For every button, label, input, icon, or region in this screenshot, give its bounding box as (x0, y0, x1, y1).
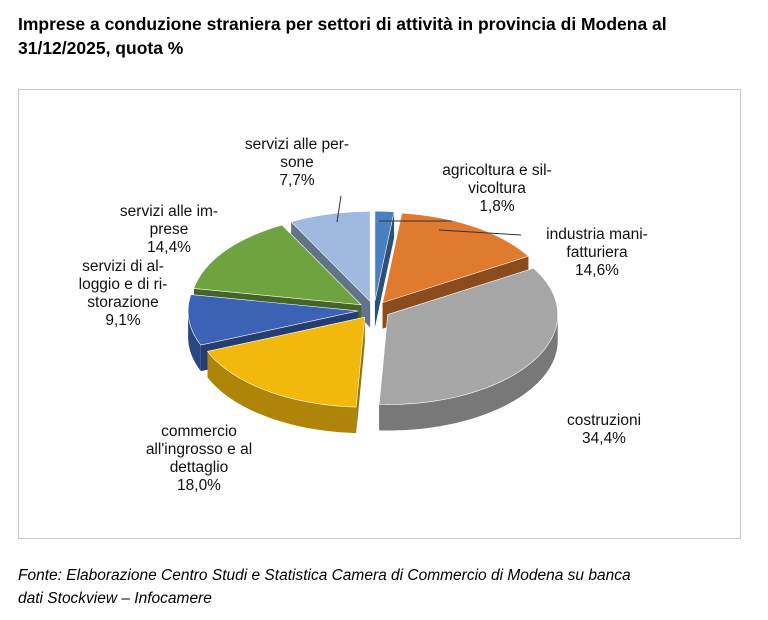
label-value: 14,6% (575, 262, 619, 279)
label-text: industria mani- (546, 226, 648, 243)
data-label-1: industria mani-fatturiera 14,6% (517, 226, 677, 280)
chart-title-line-1: Imprese a conduzione straniera per setto… (18, 14, 667, 34)
label-text: servizi alle per- (244, 136, 350, 153)
label-text: commercio (161, 423, 237, 440)
chart-title-line-2: 31/12/2025, quota % (18, 38, 184, 58)
chart-area: agricoltura e sil-vicoltura 1,8% industria… (18, 89, 741, 539)
slice-costruzioni (378, 267, 559, 405)
label-text: dettaglio (169, 459, 229, 476)
label-value: 9,1% (105, 312, 141, 329)
label-text: loggio e di ri- (78, 276, 168, 293)
leader-line-1 (438, 229, 522, 236)
label-value: 18,0% (177, 477, 221, 494)
label-text: sone (280, 154, 314, 171)
source-note: Fonte: Elaborazione Centro Studi e Stati… (18, 564, 758, 610)
data-label-4: servizi di al-loggio e di ri-storazione 9… (43, 258, 203, 330)
data-label-6: servizi alle per-sone 7,7% (217, 136, 377, 190)
data-label-2: costruzioni 34,4% (524, 412, 684, 448)
label-text: vicoltura (468, 180, 526, 197)
label-text: agricoltura e sil- (442, 162, 552, 179)
leader-line-6 (336, 195, 342, 223)
slice-servizi-alle-persone (290, 211, 371, 303)
label-value: 7,7% (279, 172, 315, 189)
chart-title: Imprese a conduzione straniera per setto… (18, 12, 758, 60)
slice-side-0 (374, 211, 395, 328)
label-text: all'ingrosso e al (145, 441, 253, 458)
data-label-3: commercio all'ingrosso e al dettaglio 18,0% (119, 423, 279, 495)
data-label-0: agricoltura e sil-vicoltura 1,8% (417, 162, 577, 216)
slice-industria-manifatturiera (382, 212, 530, 304)
slice-agricoltura-e-silvicoltura (374, 210, 395, 302)
data-label-5: servizi alle im-prese 14,4% (89, 203, 249, 257)
label-text: storazione (87, 294, 159, 311)
source-line-1: Fonte: Elaborazione Centro Studi e Stati… (18, 567, 631, 584)
pie-chart (187, 195, 559, 434)
slice-commercio-all-ingrosso-e-al-dettaglio (206, 316, 366, 408)
slice-servizi-di-alloggio-e-di-ristorazione (187, 294, 359, 346)
source-line-2: dati Stockview – Infocamere (18, 590, 212, 607)
label-text: fatturiera (566, 244, 628, 261)
label-text: servizi di al- (82, 258, 164, 275)
label-text: costruzioni (566, 412, 642, 429)
label-text: servizi alle im- (119, 203, 219, 220)
label-value: 14,4% (147, 239, 191, 256)
label-value: 1,8% (479, 198, 515, 215)
label-value: 34,4% (582, 430, 626, 447)
slice-servizi-alle-imprese (193, 224, 362, 306)
label-text: prese (149, 221, 189, 238)
